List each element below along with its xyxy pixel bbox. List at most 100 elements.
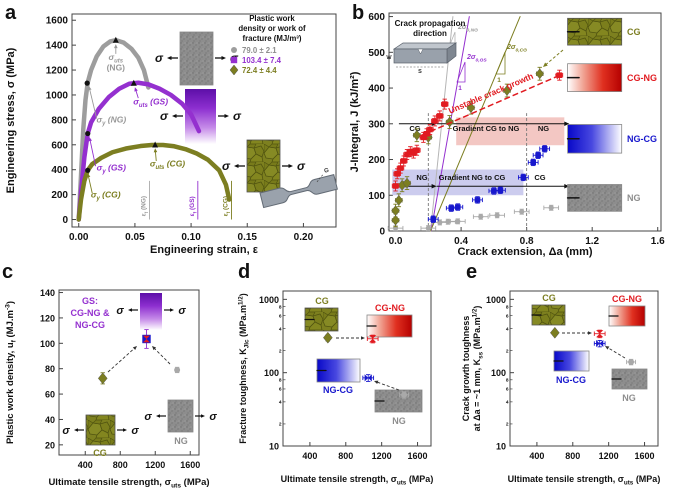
panel-d-marker-17: [399, 391, 410, 399]
panel-d-marker-16: [362, 374, 375, 382]
y-tick-label: 60: [45, 390, 55, 400]
y-axis-title: Engineering stress, σ (MPa): [5, 47, 17, 193]
tspan-shape: ): [238, 293, 248, 296]
panel-a-marker-22: [229, 64, 239, 76]
y-tick-label: 0: [379, 227, 385, 238]
tspan-shape: 6: [279, 387, 282, 393]
tspan-shape: 6: [506, 387, 509, 393]
tspan-shape: 1600: [46, 16, 69, 27]
y-tick-label: 600: [368, 12, 385, 23]
tspan-shape: 8: [279, 378, 282, 384]
panel-a-text-14: σ: [297, 159, 306, 173]
arrow-head: [564, 184, 570, 189]
marker-circle: [494, 212, 500, 218]
x-tick-label: 0.15: [238, 232, 258, 243]
annotation-text: σ: [116, 305, 124, 317]
panel-c-letter: c: [2, 261, 14, 283]
tspan-shape: σ: [96, 115, 102, 125]
marker-diamond: [391, 205, 400, 217]
tspan-shape: 1000: [259, 295, 279, 305]
marker-square: [436, 113, 443, 119]
panel-b-text-35: CG: [627, 27, 641, 37]
x-tick-label: 0.00: [69, 232, 89, 243]
tspan-shape: 100: [491, 368, 506, 378]
annotation-text: 103.4 ± 7.4: [242, 56, 282, 65]
marker-circle: [401, 391, 408, 398]
tspan-shape: 0: [62, 215, 68, 226]
marker-square: [541, 146, 548, 152]
tspan-shape: uts: [114, 59, 124, 65]
marker-circle: [85, 130, 91, 137]
panel-a-text-28: εf (GS): [189, 196, 198, 216]
tspan-shape: 400: [529, 451, 544, 461]
panel-b-text-45: Crack propagation: [395, 19, 466, 28]
panel-c-text-6: CG: [93, 448, 107, 458]
marker-triangle: [130, 79, 137, 86]
x-axis-title: Ultimate tensile strength, σuts (MPa): [281, 474, 434, 487]
annotation-text: NG-CG: [75, 320, 105, 330]
tspan-shape: y: [101, 169, 106, 175]
arrow-head: [128, 308, 132, 312]
panel-c-text-18: CG-NG &: [71, 308, 110, 318]
tspan-shape: uts: [139, 103, 149, 109]
annotation-text: NG-CG: [323, 385, 353, 395]
panel-e-text-5: CG-NG: [612, 294, 642, 304]
tspan-shape: 1: [497, 77, 501, 84]
panel-b-text-14: 2σ0,GS: [466, 54, 487, 64]
y-tick-label: 100: [491, 368, 506, 378]
tspan-shape: 4: [279, 326, 282, 332]
tspan-shape: (MPa): [633, 474, 660, 484]
annotation-text: NG-CG: [556, 375, 586, 385]
annotation-text: 2σ0,GS: [466, 54, 487, 64]
x-tick-label: 400: [78, 460, 93, 470]
x-tick-label: 800: [338, 451, 353, 461]
annotation-text: σuts (CG): [150, 159, 185, 172]
tspan-shape: σ: [150, 159, 156, 169]
arrow-line: [153, 347, 171, 365]
tspan-shape: 40: [45, 415, 55, 425]
annotation-text: 72.4 ± 4.4: [242, 66, 277, 75]
x-tick-label: 1600: [180, 460, 200, 470]
marker-diamond: [229, 64, 239, 76]
panel-c-arrow-20: [107, 346, 137, 373]
panel-a-arrow-11: [234, 163, 245, 169]
panel-b-poly-9: [456, 61, 466, 83]
annotation-text: CG-NG &: [71, 308, 110, 318]
specimen-dogbone: G: [259, 168, 338, 209]
arrow-head: [234, 163, 239, 169]
y-tick-label: 800: [51, 115, 68, 126]
tspan-shape: ε: [141, 213, 148, 216]
marker-circle: [548, 205, 554, 211]
panel-d-letter: d: [238, 261, 251, 283]
y-minor-label: 8: [279, 304, 282, 310]
marker-square: [474, 197, 481, 203]
marker-square: [430, 216, 437, 223]
marker-square: [420, 134, 427, 141]
arrow-head: [543, 62, 548, 67]
tspan-shape: 600: [368, 12, 385, 23]
annotation-text: NG: [538, 124, 549, 133]
panel-c-chart: 400 800 1200 1600 20 40 60 80 100 120 140 Ultimate …: [5, 288, 218, 489]
tspan-shape: 20: [45, 440, 55, 450]
tspan-shape: 4: [506, 400, 509, 406]
tspan-shape: Plastic work: [249, 14, 295, 23]
panel-d-marker-15: [366, 334, 379, 344]
tspan-shape: S: [418, 69, 422, 75]
panel-c-text-2: σ: [116, 305, 124, 317]
annotation-text: σ: [209, 411, 217, 423]
annotation-text: Gradient CG to NG: [453, 124, 520, 133]
panel-a-marker-18: [231, 47, 237, 53]
panel-b-arrow-17: [436, 121, 570, 127]
plot-frame: [58, 289, 200, 456]
annotation-text: σ: [233, 109, 242, 123]
panel-a-arrow-43: [88, 85, 98, 119]
tspan-shape: y: [101, 121, 106, 127]
panel-b-text-10: 1: [458, 85, 462, 92]
y-minor-label: 6: [279, 313, 282, 319]
y-tick-label: 1000: [486, 295, 506, 305]
tspan-shape: 1200: [599, 451, 619, 461]
tspan-shape: (MPa): [181, 477, 210, 488]
tspan-shape: Ultimate tensile strength, σ: [508, 474, 624, 484]
y-tick-label: 200: [51, 190, 68, 201]
y-minor-label: 6: [279, 387, 282, 393]
